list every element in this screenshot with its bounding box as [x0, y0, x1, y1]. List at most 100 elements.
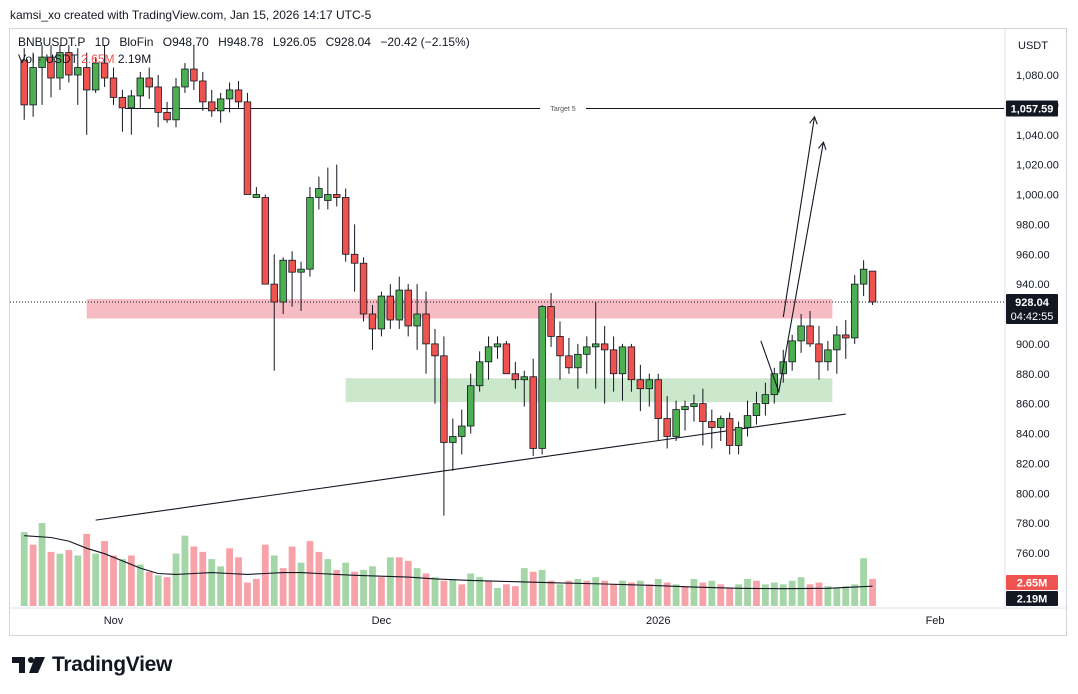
volume-bar	[628, 582, 635, 606]
chart-frame	[9, 28, 1067, 636]
candle-body	[288, 259, 296, 273]
symbol-legend: BNBUSDT.P 1D BloFin O948.70 H948.78 L926…	[18, 35, 476, 49]
volume-bar	[110, 555, 117, 606]
candle-body	[65, 52, 73, 76]
volume-badge-2: 2.19M	[1017, 594, 1048, 606]
legend-exchange: BloFin	[119, 35, 154, 49]
candle-body	[806, 325, 814, 345]
candle-body	[208, 101, 216, 112]
candle-body	[29, 67, 37, 106]
candle-body	[466, 385, 475, 427]
volume-bar	[369, 566, 376, 606]
volume-bar	[869, 578, 876, 606]
candle-body	[699, 403, 707, 422]
volume-bar	[779, 584, 787, 606]
volume-bar	[806, 584, 814, 606]
candle-body	[788, 340, 796, 363]
volume-bar	[699, 582, 707, 606]
candle-body	[154, 86, 162, 113]
volume-badge-1-bg	[1006, 575, 1058, 590]
volume-bar	[226, 548, 233, 606]
candle-body	[493, 343, 502, 348]
volume-bar	[654, 578, 662, 606]
target-label-bg	[540, 104, 586, 112]
candle-body	[520, 376, 528, 381]
candle-body	[109, 77, 118, 98]
volume-bar	[190, 546, 198, 606]
candle-body	[449, 436, 457, 443]
volume-badge-1: 2.65M	[1017, 578, 1048, 590]
y-tick-label: 840.00	[1016, 429, 1050, 441]
candle-body	[216, 98, 225, 112]
volume-bar	[735, 584, 742, 606]
candle-body	[20, 59, 28, 106]
candle-body	[708, 421, 716, 428]
volume-bar	[511, 586, 519, 606]
volume-bar	[29, 544, 37, 606]
legend-change: −20.42 (−2.15%)	[380, 35, 470, 49]
volume-bar	[74, 555, 82, 606]
volume-bar	[601, 580, 609, 606]
volume-bar	[547, 580, 555, 606]
candle-body	[172, 86, 180, 121]
volume-bar	[636, 580, 644, 606]
candle-body	[261, 197, 270, 285]
legend-timeframe: 1D	[94, 35, 111, 49]
volume-bar	[395, 557, 403, 606]
candle-body	[654, 379, 662, 419]
candle-body	[413, 313, 421, 327]
x-tick-label: Nov	[104, 615, 124, 627]
candle-body	[717, 418, 725, 428]
volume-bar	[663, 582, 671, 606]
volume-bar	[851, 584, 859, 606]
candle-body	[627, 346, 636, 381]
volume-bar	[520, 568, 528, 606]
candle-body	[734, 427, 743, 446]
candle-body	[761, 394, 770, 405]
volume-bar	[449, 578, 457, 606]
plot-area: Target 5	[10, 45, 1004, 606]
volume-bar	[20, 532, 28, 606]
volume-bar	[386, 557, 394, 606]
projection-arrowhead	[809, 115, 818, 125]
volume-value-1: 2.65M	[81, 52, 115, 66]
y-tick-label: 940.00	[1016, 279, 1050, 291]
volume-bar	[378, 577, 385, 606]
volume-badge-2-bg	[1006, 591, 1058, 606]
support-zone	[345, 378, 833, 403]
candle-body	[431, 343, 439, 357]
volume-bar	[252, 578, 260, 606]
tradingview-logo[interactable]: TradingView	[12, 653, 172, 677]
volume-bar	[753, 580, 760, 606]
volume-bar	[717, 584, 725, 606]
candle-body	[83, 67, 91, 91]
candle-body	[341, 197, 350, 255]
volume-bar	[235, 557, 242, 606]
legend-symbol[interactable]: BNBUSDT.P	[18, 35, 86, 49]
volume-bar	[824, 586, 832, 606]
last-price-badge-bg	[1006, 293, 1058, 324]
candle-body	[833, 334, 841, 351]
candle-body	[538, 306, 546, 449]
volume-bar	[270, 555, 278, 606]
candle-body	[725, 418, 734, 446]
volume-bar	[860, 558, 868, 606]
volume-ma-line	[24, 535, 873, 590]
candle-body	[583, 346, 591, 355]
volume-bar	[38, 523, 46, 606]
volume-bar	[690, 578, 698, 606]
resistance-zone	[86, 299, 833, 319]
projection-path	[760, 142, 824, 394]
candle-body	[859, 268, 868, 285]
volume-bar	[172, 553, 180, 606]
y-tick-label: 860.00	[1016, 399, 1050, 411]
candle-body	[440, 355, 448, 443]
legend-close: C928.04	[325, 35, 371, 49]
candle-body	[458, 425, 466, 437]
volume-bar	[360, 569, 367, 606]
volume-bar	[413, 568, 421, 606]
volume-bar	[163, 577, 171, 606]
volume-bar	[503, 584, 510, 606]
x-tick-label: Dec	[372, 615, 392, 627]
